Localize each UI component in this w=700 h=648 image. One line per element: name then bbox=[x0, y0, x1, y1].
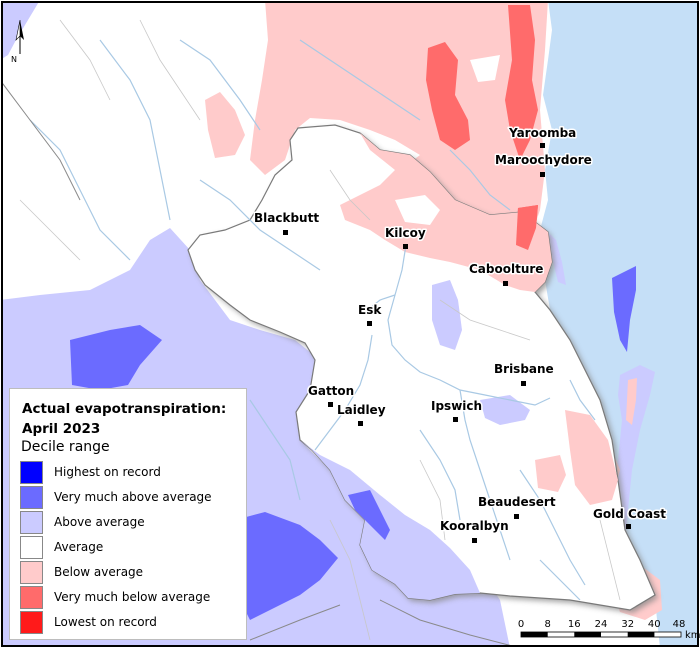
scale-tick-24: 24 bbox=[595, 619, 608, 630]
region-below-inner-se2 bbox=[535, 455, 566, 492]
rivers bbox=[29, 39, 596, 601]
scale-tick-0: 0 bbox=[518, 619, 524, 630]
place-kilcoy: Kilcoy bbox=[385, 226, 426, 240]
legend-swatch bbox=[20, 536, 43, 559]
scale-tick-16: 16 bbox=[568, 619, 581, 630]
legend-swatch bbox=[20, 486, 43, 509]
scale-tick-8: 8 bbox=[545, 619, 551, 630]
place-ipswich: Ipswich bbox=[431, 399, 482, 413]
place-caboolture: Caboolture bbox=[469, 262, 543, 276]
region-below-inner-se1 bbox=[565, 410, 618, 505]
region-below-inner-north bbox=[340, 133, 552, 292]
legend-swatch bbox=[20, 511, 43, 534]
scale-tick-40: 40 bbox=[648, 619, 661, 630]
scale-bar: 0 8 16 24 32 40 48 km bbox=[518, 619, 700, 641]
region-above-inner-1 bbox=[432, 280, 462, 350]
legend-item: Very much above average bbox=[20, 486, 240, 511]
legend-item: Very much below average bbox=[20, 586, 240, 611]
legend-swatch bbox=[20, 611, 43, 634]
place-beaudesert: Beaudesert bbox=[478, 495, 556, 509]
island-stradbroke bbox=[612, 266, 636, 352]
place-gatton: Gatton bbox=[308, 384, 354, 398]
region-very-below-2 bbox=[505, 5, 538, 160]
north-label: N bbox=[11, 55, 17, 64]
legend-item-label: Above average bbox=[54, 515, 145, 529]
place-maroochydore: Maroochydore bbox=[495, 153, 592, 167]
island-moreton-below bbox=[626, 378, 637, 425]
place-brisbane: Brisbane bbox=[494, 362, 554, 376]
legend-swatch bbox=[20, 561, 43, 584]
region-average-inner-pocket bbox=[395, 195, 440, 225]
region-very-below-1 bbox=[426, 42, 470, 150]
legend-item: Average bbox=[20, 536, 240, 561]
region-very-above-2 bbox=[235, 512, 338, 620]
place-gold-coast: Gold Coast bbox=[593, 507, 666, 521]
place-kooralbyn: Kooralbyn bbox=[440, 519, 509, 533]
place-laidley: Laidley bbox=[337, 403, 386, 417]
roads bbox=[3, 83, 511, 645]
legend-item-label: Very much below average bbox=[54, 590, 211, 604]
place-yaroomba: Yaroomba bbox=[508, 126, 576, 140]
region-below-west-blob bbox=[205, 92, 245, 158]
legend-item: Below average bbox=[20, 561, 240, 586]
region-above-inner-sw bbox=[300, 440, 480, 600]
island-bribie bbox=[548, 232, 566, 285]
legend-title: Actual evapotranspiration: April 2023 bbox=[22, 401, 227, 437]
place-esk: Esk bbox=[358, 303, 382, 317]
legend-item-label: Very much above average bbox=[54, 490, 212, 504]
legend-swatch bbox=[20, 586, 43, 609]
legend-item: Lowest on record bbox=[20, 611, 240, 636]
island-moreton bbox=[615, 365, 655, 540]
region-below-topleft bbox=[272, 3, 309, 60]
scale-tick-32: 32 bbox=[621, 619, 634, 630]
legend-item: Highest on record bbox=[20, 461, 240, 486]
legend-item-label: Below average bbox=[54, 565, 144, 579]
scale-unit: km bbox=[685, 630, 700, 641]
region-very-above-1 bbox=[70, 325, 162, 390]
region-very-below-inner bbox=[516, 205, 538, 250]
place-markers bbox=[283, 143, 631, 543]
region-average-pocket-1 bbox=[470, 55, 500, 82]
legend-item: Above average bbox=[20, 511, 240, 536]
region-very-above-inner bbox=[348, 490, 390, 540]
legend-item-label: Average bbox=[54, 540, 104, 554]
north-arrow-icon: N bbox=[11, 19, 24, 64]
region-above-inner-2 bbox=[480, 395, 530, 425]
legend: Actual evapotranspiration: April 2023 De… bbox=[9, 388, 247, 640]
legend-swatch bbox=[20, 461, 43, 484]
scale-tick-48: 48 bbox=[673, 619, 686, 630]
legend-item-label: Lowest on record bbox=[54, 615, 157, 629]
place-blackbutt: Blackbutt bbox=[254, 211, 319, 225]
legend-subtitle: Decile range bbox=[21, 439, 110, 455]
legend-item-label: Highest on record bbox=[54, 465, 161, 479]
